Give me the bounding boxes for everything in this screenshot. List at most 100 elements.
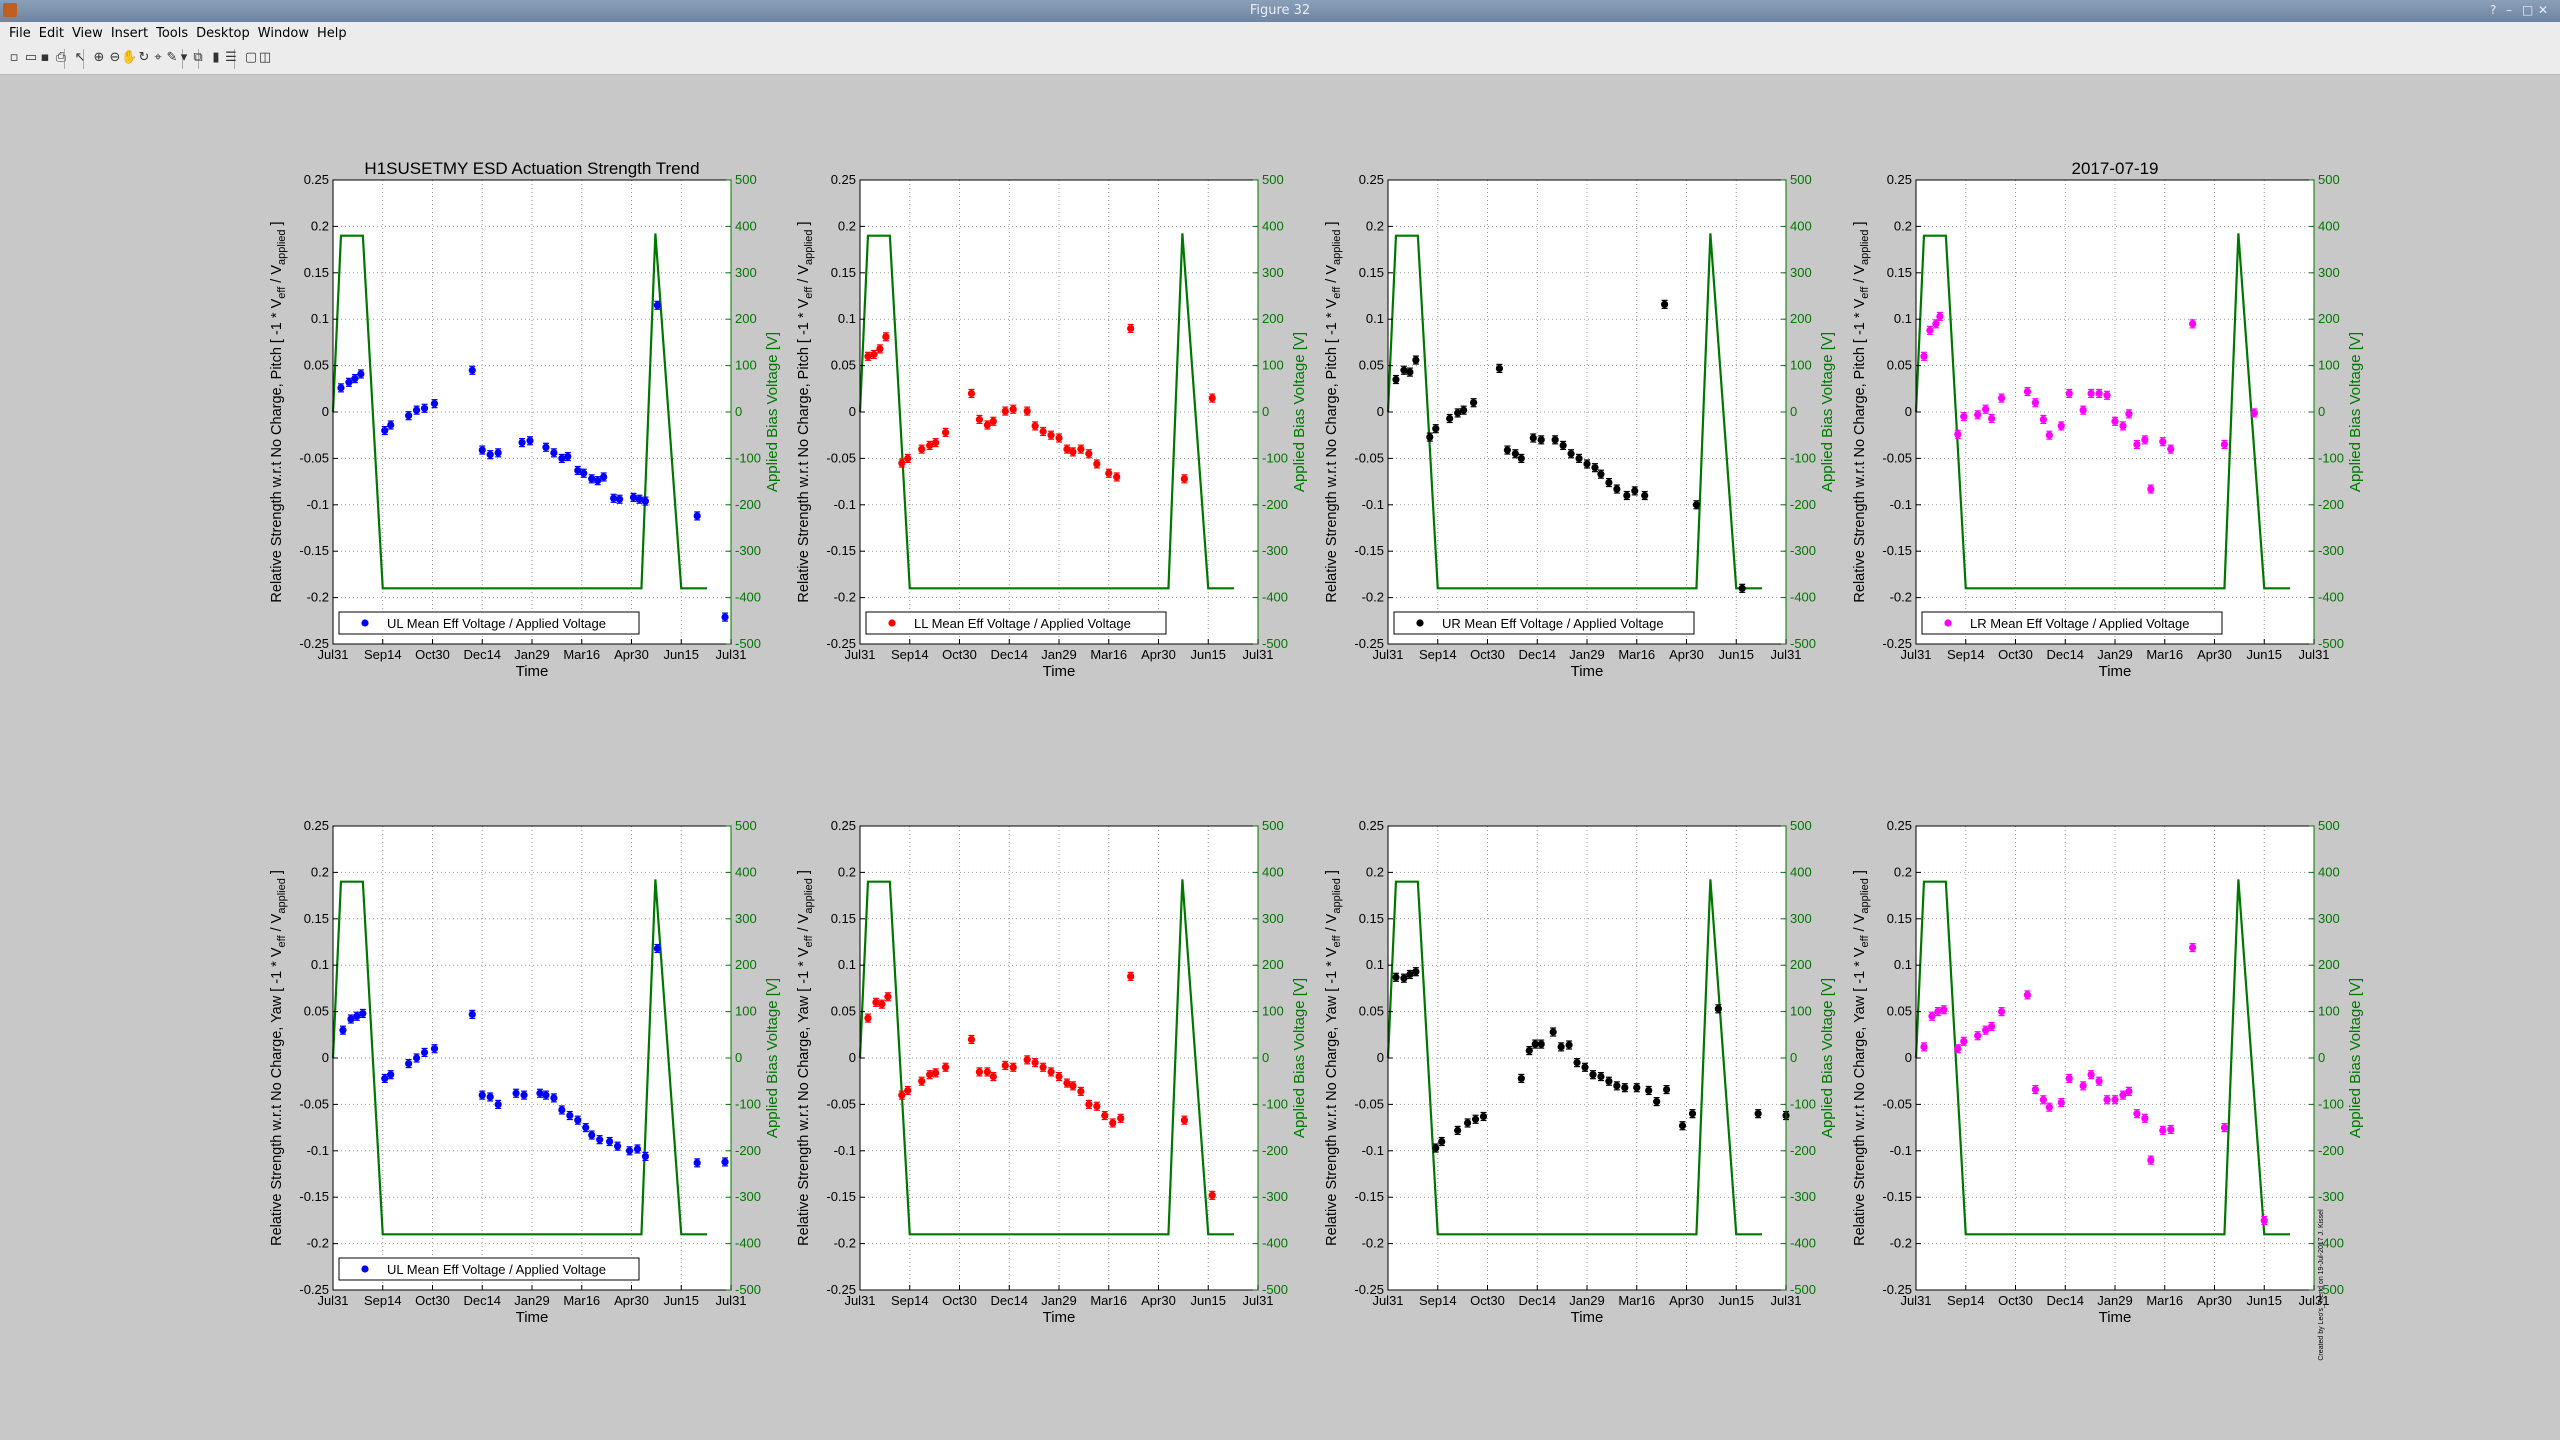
new-figure-icon[interactable]: ▫ bbox=[9, 50, 19, 65]
y2-tick-label: -400 bbox=[735, 590, 761, 605]
brush-icon[interactable]: ✎ bbox=[166, 50, 178, 65]
y2-tick-label: 0 bbox=[1790, 1050, 1797, 1065]
data-point bbox=[884, 993, 892, 1001]
data-point bbox=[2189, 320, 2197, 328]
data-point bbox=[1454, 1126, 1462, 1134]
data-point bbox=[381, 426, 389, 435]
data-point bbox=[2039, 1096, 2047, 1104]
menu-window[interactable]: Window bbox=[257, 26, 310, 41]
legend[interactable]: LL Mean Eff Voltage / Applied Voltage bbox=[865, 611, 1167, 635]
y2-tick-label: 0 bbox=[735, 1050, 742, 1065]
data-point bbox=[430, 1045, 439, 1053]
data-point bbox=[1479, 1112, 1488, 1121]
minimize-window-icon[interactable]: – bbox=[2506, 3, 2512, 17]
x-tick-label: Jul31 bbox=[844, 647, 875, 662]
close-window-icon[interactable]: ✕ bbox=[2538, 3, 2549, 17]
data-point bbox=[641, 497, 650, 505]
y-tick-label: -0.2 bbox=[834, 590, 856, 605]
data-point bbox=[2119, 1091, 2127, 1099]
data-point bbox=[1974, 411, 1982, 419]
figure-toolbar: ▫ ▭ ▪ ⎙ ↖ ⊕ ⊖ ✋ ↻ ⌖ ✎ ▾ ⧉ ▮ ☰ ▢ ◫ bbox=[0, 44, 2560, 75]
legend[interactable]: LR Mean Eff Voltage / Applied Voltage bbox=[1921, 611, 2223, 635]
y2-tick-label: -400 bbox=[2318, 1236, 2344, 1251]
y2-tick-label: 0 bbox=[1262, 404, 1269, 419]
x-axis-label: Time bbox=[2099, 1309, 2132, 1326]
y-axis-label-subscript: applied bbox=[1331, 229, 1343, 264]
x-tick-label: Jul31 bbox=[715, 1293, 746, 1308]
y-tick-label: 0.05 bbox=[1887, 1004, 1912, 1019]
x-tick-label: Jan29 bbox=[1569, 647, 1604, 662]
save-icon[interactable]: ▪ bbox=[40, 50, 50, 65]
x-tick-label: Jan29 bbox=[514, 1293, 549, 1308]
data-point bbox=[2141, 436, 2149, 444]
legend[interactable]: UL Mean Eff Voltage / Applied Voltage bbox=[338, 611, 640, 635]
data-point bbox=[941, 428, 950, 437]
y2-tick-label: 400 bbox=[1790, 218, 1812, 233]
data-point bbox=[1009, 1063, 1017, 1071]
edit-plot-icon[interactable]: ↖ bbox=[74, 50, 86, 65]
y-axis-label: Relative Strength w.r.t No Charge, Pitch… bbox=[269, 221, 288, 602]
y-tick-label: -0.15 bbox=[299, 1189, 329, 1204]
help-window-icon[interactable]: ? bbox=[2490, 3, 2497, 17]
legend[interactable]: UL Mean Eff Voltage / Applied Voltage bbox=[338, 1257, 640, 1281]
link-plot-icon[interactable]: ⧉ bbox=[193, 50, 203, 65]
legend-label: LL Mean Eff Voltage / Applied Voltage bbox=[914, 616, 1131, 631]
y-tick-label: 0.2 bbox=[311, 864, 329, 879]
legend-icon[interactable]: ☰ bbox=[225, 50, 237, 65]
x-tick-label: Apr30 bbox=[1141, 647, 1176, 662]
chart-ur-yaw: Jul31 Sep14 Oct30 Dec14 Jan29 Mar16 Apr30 Jun15… bbox=[1324, 818, 1836, 1326]
y-axis-label-part: Relative Strength w.r.t No Charge, Pitch… bbox=[1324, 298, 1340, 602]
data-point bbox=[1613, 1082, 1621, 1090]
data-point bbox=[468, 366, 476, 374]
zoom-in-icon[interactable]: ⊕ bbox=[93, 50, 105, 65]
rotate-icon[interactable]: ↻ bbox=[138, 50, 150, 65]
x-tick-label: Sep14 bbox=[1947, 647, 1985, 662]
print-icon[interactable]: ⎙ bbox=[55, 50, 67, 65]
data-point bbox=[721, 1158, 729, 1166]
data-point bbox=[1549, 1028, 1557, 1036]
data-point bbox=[918, 445, 926, 453]
y2-tick-label: 400 bbox=[1262, 218, 1284, 233]
data-point bbox=[1069, 448, 1077, 456]
data-cursor-icon[interactable]: ⌖ bbox=[154, 50, 162, 65]
x-tick-label: Jul31 bbox=[1770, 1293, 1801, 1308]
pan-icon[interactable]: ✋ bbox=[121, 50, 138, 65]
x-tick-label: Apr30 bbox=[2197, 647, 2232, 662]
y2-tick-label: 0 bbox=[735, 404, 742, 419]
legend[interactable]: UR Mean Eff Voltage / Applied Voltage bbox=[1393, 611, 1695, 635]
legend-box bbox=[338, 1257, 640, 1281]
data-point bbox=[405, 1059, 413, 1068]
show-tools-icon[interactable]: ◫ bbox=[258, 50, 272, 65]
menu-view[interactable]: View bbox=[71, 26, 103, 41]
x-tick-label: Apr30 bbox=[614, 1293, 649, 1308]
data-point bbox=[1960, 1037, 1968, 1045]
menu-tools[interactable]: Tools bbox=[156, 26, 189, 41]
menu-desktop[interactable]: Desktop bbox=[196, 26, 250, 41]
x-tick-label: Sep14 bbox=[364, 1293, 402, 1308]
data-point bbox=[1597, 470, 1605, 478]
maximize-window-icon[interactable]: □ bbox=[2522, 3, 2534, 17]
data-point bbox=[582, 1124, 590, 1132]
data-point bbox=[1503, 446, 1511, 454]
chart-ul-yaw: Jul31 Sep14 Oct30 Dec14 Jan29 Mar16 Apr30 Jun15… bbox=[269, 818, 781, 1326]
data-point bbox=[967, 1035, 976, 1044]
menu-bar: File Edit View Insert Tools Desktop Window Help bbox=[0, 22, 2560, 44]
y-tick-label: 0.2 bbox=[1366, 218, 1384, 233]
data-point bbox=[580, 469, 588, 477]
brush-menu-icon[interactable]: ▾ bbox=[180, 50, 188, 65]
y2-tick-label: -100 bbox=[1790, 450, 1816, 465]
y2-tick-label: -500 bbox=[1262, 636, 1288, 651]
zoom-out-icon[interactable]: ⊖ bbox=[109, 50, 121, 65]
data-point bbox=[1001, 407, 1009, 415]
open-file-icon[interactable]: ▭ bbox=[24, 50, 38, 65]
data-point bbox=[536, 1089, 544, 1097]
menu-insert[interactable]: Insert bbox=[110, 26, 149, 41]
hide-tools-icon[interactable]: ▢ bbox=[244, 50, 258, 65]
y2-tick-label: -400 bbox=[1262, 590, 1288, 605]
data-point bbox=[1565, 1041, 1573, 1049]
menu-file[interactable]: File bbox=[9, 26, 31, 41]
colorbar-icon[interactable]: ▮ bbox=[212, 50, 220, 65]
menu-edit[interactable]: Edit bbox=[38, 26, 64, 41]
y2-tick-label: 100 bbox=[1262, 1004, 1284, 1019]
menu-help[interactable]: Help bbox=[317, 26, 347, 41]
